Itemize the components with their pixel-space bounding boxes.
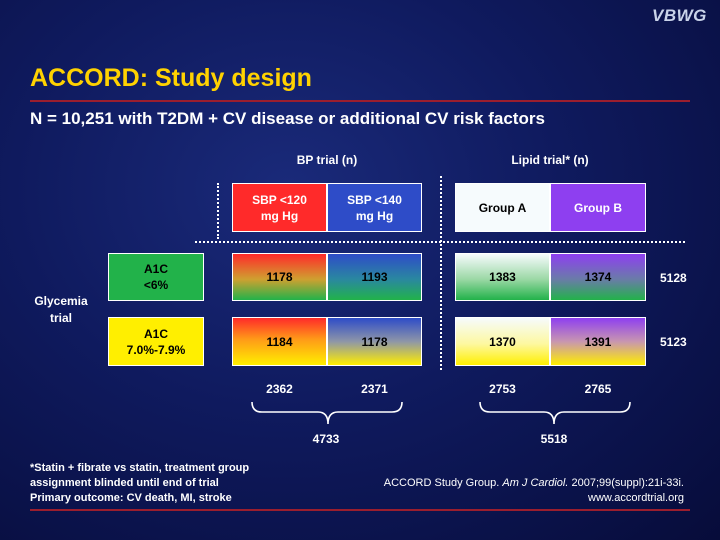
footnote-line-2: assignment blinded until end of trial	[30, 477, 219, 489]
left-divider	[217, 183, 219, 239]
vertical-divider	[440, 176, 442, 370]
bp-trial-total: 4733	[312, 432, 340, 446]
slide-subtitle: N = 10,251 with T2DM + CV disease or add…	[30, 109, 545, 128]
cell-r1-sbp140: 1193	[327, 253, 422, 301]
footnote: *Statin + fibrate vs statin, treatment g…	[30, 461, 249, 506]
group-a-header: Group A	[455, 183, 550, 232]
footnote-line-1: *Statin + fibrate vs statin, treatment g…	[30, 462, 250, 474]
cell-r1-groupB: 1374	[550, 253, 646, 301]
bp-brace	[251, 401, 403, 425]
bottom-rule	[30, 509, 690, 511]
lipid-trial-header: Lipid trial* (n)	[511, 153, 589, 167]
vbwg-logo: VBWG	[652, 6, 707, 25]
footnote-line-3: Primary outcome: CV death, MI, stroke	[30, 492, 232, 504]
cell-r2-groupA: 1370	[455, 317, 550, 366]
sbp-140-header: SBP <140 mg Hg	[327, 183, 422, 232]
a1c-std-label: A1C 7.0%-7.9%	[108, 317, 204, 366]
sbp-120-header: SBP <120 mg Hg	[232, 183, 327, 232]
cell-r2-sbp120: 1184	[232, 317, 327, 366]
glycemia-trial-label: Glycemia trial	[34, 294, 88, 325]
title-rule	[30, 100, 690, 102]
cell-r1-sbp120: 1178	[232, 253, 327, 301]
lipid-brace	[479, 401, 631, 425]
cell-r1-groupA: 1383	[455, 253, 550, 301]
a1c-low-label: A1C <6%	[108, 253, 204, 301]
citation-url: www.accordtrial.org	[588, 492, 684, 504]
col-total-groupA: 2753	[489, 382, 516, 396]
group-b-header: Group B	[550, 183, 646, 232]
cell-r2-groupB: 1391	[550, 317, 646, 366]
bp-trial-header: BP trial (n)	[296, 153, 358, 167]
row-total-a1c-std: 5123	[660, 335, 687, 349]
col-total-groupB: 2765	[584, 382, 612, 396]
col-total-sbp120: 2362	[266, 382, 293, 396]
slide-title: ACCORD: Study design	[30, 64, 312, 92]
col-total-sbp140: 2371	[361, 382, 388, 396]
citation-journal: Am J Cardiol.	[502, 477, 569, 489]
cell-r2-sbp140: 1178	[327, 317, 422, 366]
row-total-a1c-low: 5128	[660, 271, 687, 285]
citation: ACCORD Study Group. Am J Cardiol. 2007;9…	[340, 476, 684, 506]
lipid-trial-total: 5518	[540, 432, 568, 446]
citation-line-1: ACCORD Study Group. Am J Cardiol. 2007;9…	[383, 477, 684, 489]
